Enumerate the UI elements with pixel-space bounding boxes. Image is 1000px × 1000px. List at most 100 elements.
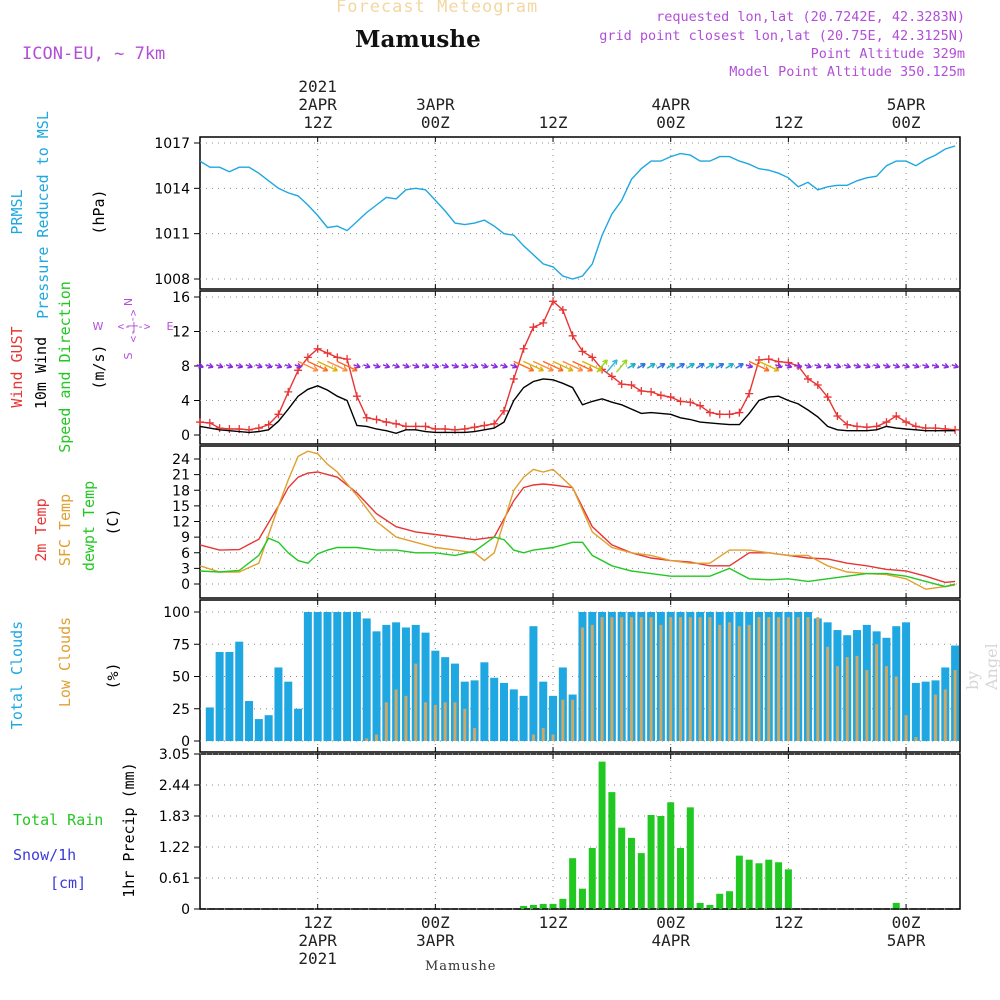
precip-bar — [618, 827, 626, 909]
gust-marker — [352, 392, 361, 401]
wind-direction-arrow — [646, 363, 656, 369]
cloud-bar-total — [294, 708, 303, 741]
cloud-bar-total — [264, 715, 273, 741]
cloud-bar-low — [649, 617, 653, 741]
gust-marker — [568, 331, 577, 340]
gust-marker — [588, 353, 597, 362]
total-rain-label: Total Rain — [13, 811, 103, 829]
wind-label: (m/s) — [90, 344, 108, 389]
wind-arrow-head — [786, 362, 793, 369]
gust-marker — [264, 420, 273, 429]
precip-bar — [520, 905, 528, 909]
y-tick-label: 8 — [181, 359, 190, 375]
compass-east: E — [167, 320, 174, 333]
wind-arrow-head — [953, 362, 959, 369]
gust-marker — [735, 408, 744, 417]
cloud-bar-low — [404, 695, 408, 741]
y-tick-label: 0.61 — [159, 871, 190, 887]
precip-bar — [657, 816, 665, 909]
precip-bar — [637, 853, 645, 909]
gust-marker — [431, 424, 440, 433]
precip-bar — [696, 902, 704, 909]
gust-marker — [676, 397, 685, 406]
gust-marker — [853, 422, 862, 431]
cloud-bar-total — [303, 612, 312, 741]
model-altitude: Model Point Altitude 350.125m — [729, 64, 965, 80]
cloud-bar-total — [392, 622, 401, 741]
precip-bar — [745, 859, 753, 909]
gust-marker — [813, 380, 822, 389]
precip-bar — [578, 888, 586, 909]
top-time-label: 3APR — [416, 95, 455, 114]
wind-direction-arrow — [735, 363, 744, 369]
cloud-bar-total — [245, 701, 254, 741]
precip-bar — [686, 807, 694, 909]
wind-direction-arrow — [615, 359, 628, 373]
footer-station: Mamushe — [425, 959, 497, 974]
gust-marker — [392, 419, 401, 428]
wind-arrow-head — [217, 362, 224, 369]
cloud-bar-low — [590, 624, 594, 741]
wind-direction-arrow — [627, 363, 636, 369]
panel-wind: 0 4 8 12 16 — [172, 290, 961, 445]
y-tick-label: 0 — [181, 428, 190, 444]
y-tick-label: 100 — [163, 605, 190, 621]
cloud-bar-low — [600, 617, 604, 741]
cloud-bar-low — [443, 702, 447, 741]
gust-marker — [539, 318, 548, 327]
cloud-bar-low — [688, 617, 692, 741]
top-time-label: 00Z — [892, 113, 921, 132]
y-tick-label: 4 — [181, 394, 190, 410]
gust-marker — [705, 408, 714, 417]
precip-bar — [716, 893, 724, 909]
top-time-label: 4APR — [651, 95, 690, 114]
cloud-bar-low — [816, 617, 820, 741]
wind-arrow-head — [567, 366, 574, 372]
precip-bar — [706, 904, 714, 909]
gust-marker — [421, 422, 430, 431]
bottom-time-label: 4APR — [651, 931, 690, 950]
precip-bar — [735, 855, 743, 909]
wind-direction-arrow — [297, 360, 319, 372]
wind-arrow-head — [502, 362, 508, 369]
wind-arrow-head — [612, 359, 618, 365]
wind-arrow-head — [835, 362, 842, 369]
cloud-bar-low — [424, 702, 428, 741]
temp-label: dewpt Temp — [80, 481, 98, 571]
cloud-bar-low — [865, 670, 869, 741]
wind-arrow-head — [796, 362, 803, 369]
wind-label: Speed and Direction — [56, 281, 74, 453]
top-year-label: 2021 — [298, 77, 337, 96]
wind-arrow-head — [669, 363, 676, 369]
pressure-label: Pressure Reduced to MSL — [34, 111, 52, 319]
wind-arrow-head — [463, 362, 469, 369]
gust-marker — [343, 355, 352, 364]
precip-bar — [765, 859, 773, 909]
series-line-wind-gust — [199, 300, 956, 431]
gust-marker — [656, 391, 665, 400]
gust-marker — [460, 424, 469, 433]
snow-label: Snow/1h — [13, 846, 76, 864]
cloud-bar-total — [284, 681, 293, 741]
wind-arrow-head — [602, 359, 608, 365]
compass-west: W — [93, 320, 104, 333]
cloud-bar-total — [343, 612, 352, 741]
gust-marker — [480, 421, 489, 430]
wind-arrow-head — [355, 362, 361, 369]
cloud-bar-low — [453, 702, 457, 741]
cloud-bar-low — [953, 670, 957, 741]
cloud-bar-low — [845, 657, 849, 741]
wind-direction-arrow — [552, 360, 574, 372]
wind-arrow-head — [621, 359, 628, 365]
gust-marker — [951, 425, 960, 434]
y-tick-label: 25 — [172, 702, 190, 718]
point-altitude: Point Altitude 329m — [810, 46, 965, 62]
wind-arrow-head — [914, 362, 920, 369]
precip-bar — [549, 903, 557, 909]
gust-marker — [882, 418, 891, 427]
cloud-bar-low — [786, 617, 790, 741]
wind-arrow-head — [364, 362, 371, 369]
compass-south: S — [122, 352, 135, 359]
gust-marker — [617, 380, 626, 389]
wind-direction-arrow — [513, 360, 534, 372]
